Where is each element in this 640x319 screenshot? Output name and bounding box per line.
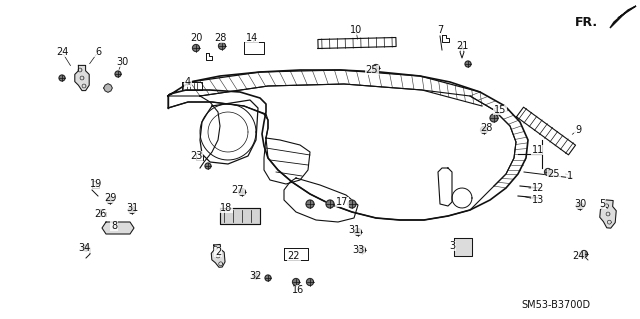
Text: 33: 33 xyxy=(352,245,364,255)
Text: 22: 22 xyxy=(288,251,300,261)
Text: 29: 29 xyxy=(104,193,116,203)
Text: 31: 31 xyxy=(126,203,138,213)
Text: 11: 11 xyxy=(532,145,544,155)
Polygon shape xyxy=(545,168,552,175)
Polygon shape xyxy=(265,275,271,281)
Text: 9: 9 xyxy=(575,125,581,135)
Polygon shape xyxy=(205,163,211,169)
Text: 2: 2 xyxy=(215,247,221,257)
Polygon shape xyxy=(481,127,488,133)
Text: 18: 18 xyxy=(220,203,232,213)
Polygon shape xyxy=(580,250,588,257)
Polygon shape xyxy=(358,247,365,254)
Text: 27: 27 xyxy=(232,185,244,195)
Text: 17: 17 xyxy=(336,197,348,207)
Text: 24: 24 xyxy=(56,47,68,57)
Polygon shape xyxy=(465,61,471,67)
Polygon shape xyxy=(75,65,89,91)
Polygon shape xyxy=(326,200,334,208)
Polygon shape xyxy=(577,203,584,210)
Text: 12: 12 xyxy=(532,183,544,193)
Text: 19: 19 xyxy=(90,179,102,189)
Text: 16: 16 xyxy=(292,285,304,295)
Polygon shape xyxy=(306,200,314,208)
Text: 28: 28 xyxy=(214,33,226,43)
Text: 32: 32 xyxy=(250,271,262,281)
Text: 31: 31 xyxy=(348,225,360,235)
Polygon shape xyxy=(610,6,636,28)
Polygon shape xyxy=(59,75,65,81)
Polygon shape xyxy=(83,245,89,251)
Polygon shape xyxy=(239,189,246,196)
Polygon shape xyxy=(115,71,121,77)
Text: 7: 7 xyxy=(437,25,443,35)
Text: 5: 5 xyxy=(599,199,605,209)
Text: 25: 25 xyxy=(548,169,560,179)
Text: 6: 6 xyxy=(95,47,101,57)
Polygon shape xyxy=(220,208,260,224)
Text: SM53-B3700D: SM53-B3700D xyxy=(522,300,591,310)
Text: 1: 1 xyxy=(567,171,573,181)
Text: 26: 26 xyxy=(94,209,106,219)
Text: 23: 23 xyxy=(190,151,202,161)
Text: 34: 34 xyxy=(78,243,90,253)
Polygon shape xyxy=(292,278,300,286)
Polygon shape xyxy=(454,238,472,256)
Text: 30: 30 xyxy=(116,57,128,67)
Polygon shape xyxy=(193,45,200,51)
Polygon shape xyxy=(355,228,362,235)
Polygon shape xyxy=(600,200,616,228)
Text: 28: 28 xyxy=(480,123,492,133)
Text: 15: 15 xyxy=(494,105,506,115)
Text: 25: 25 xyxy=(365,65,378,75)
Text: 3: 3 xyxy=(449,241,455,251)
Polygon shape xyxy=(104,84,113,92)
Text: 8: 8 xyxy=(111,221,117,231)
Polygon shape xyxy=(253,273,259,279)
Text: 4: 4 xyxy=(185,77,191,87)
Text: 24: 24 xyxy=(572,251,584,261)
Text: FR.: FR. xyxy=(575,16,598,28)
Polygon shape xyxy=(218,42,225,49)
Polygon shape xyxy=(490,114,498,122)
Polygon shape xyxy=(307,278,314,286)
Text: 10: 10 xyxy=(350,25,362,35)
Text: 20: 20 xyxy=(190,33,202,43)
Polygon shape xyxy=(348,200,356,208)
Text: 14: 14 xyxy=(246,33,258,43)
Polygon shape xyxy=(129,206,136,213)
Text: 30: 30 xyxy=(574,199,586,209)
Polygon shape xyxy=(106,197,113,204)
Polygon shape xyxy=(211,244,225,267)
Text: 21: 21 xyxy=(456,41,468,51)
Polygon shape xyxy=(102,222,134,234)
Polygon shape xyxy=(372,64,380,71)
Text: 13: 13 xyxy=(532,195,544,205)
